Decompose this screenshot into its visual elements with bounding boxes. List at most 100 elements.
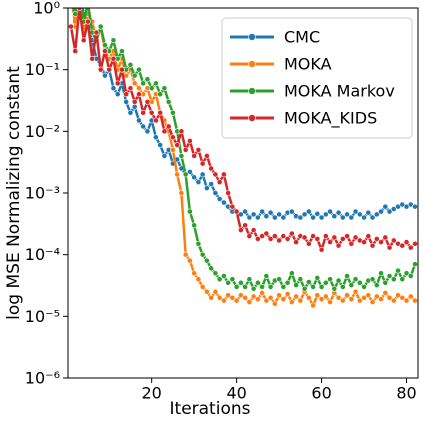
data-point [399, 242, 406, 249]
data-point [131, 103, 138, 110]
data-point [153, 134, 159, 141]
data-point [237, 292, 244, 299]
plot-area [68, 1, 418, 309]
data-point [314, 292, 321, 299]
data-point [335, 294, 342, 301]
data-point [246, 214, 253, 221]
y-tick-label: 10⁻⁵ [25, 307, 60, 326]
data-point [254, 279, 261, 286]
data-point [284, 279, 291, 286]
data-point [318, 284, 325, 290]
data-point [216, 294, 223, 301]
data-point [203, 152, 210, 159]
data-point [352, 208, 359, 215]
data-point [165, 99, 172, 105]
data-point [161, 85, 168, 92]
data-point [225, 292, 232, 299]
y-tick-label: 10⁻⁴ [25, 245, 60, 264]
x-tick-label: 60 [311, 384, 331, 403]
data-point [208, 181, 215, 187]
data-point [220, 273, 227, 279]
data-point [361, 214, 367, 221]
data-point [187, 208, 193, 215]
data-point [140, 109, 147, 116]
data-point [85, 1, 90, 6]
data-point [246, 233, 253, 240]
data-point [140, 80, 147, 87]
data-point [182, 171, 189, 178]
y-tick-label: 10⁰ [33, 0, 60, 18]
data-point [390, 297, 397, 304]
data-point [242, 284, 249, 290]
data-point [233, 297, 240, 304]
data-point [305, 294, 312, 301]
data-point [136, 117, 142, 124]
data-point [131, 99, 138, 105]
data-point [191, 222, 198, 229]
data-point [322, 293, 329, 300]
y-tick-label: 10⁻² [25, 122, 60, 141]
data-point [246, 276, 253, 283]
data-point [339, 236, 346, 242]
data-point [327, 208, 333, 215]
data-point [310, 214, 316, 221]
legend-marker [248, 33, 256, 41]
data-point [259, 233, 266, 240]
data-point [361, 239, 367, 245]
data-point [144, 99, 151, 105]
data-point [170, 146, 176, 153]
data-point [203, 257, 210, 264]
data-point [157, 109, 164, 116]
data-point [250, 285, 257, 292]
data-point [352, 234, 359, 241]
data-point [246, 299, 253, 306]
data-point [369, 214, 376, 221]
data-point [297, 276, 304, 283]
data-point [339, 297, 346, 304]
data-point [280, 233, 287, 240]
data-point [403, 270, 410, 277]
data-point [267, 236, 274, 242]
data-point [97, 66, 104, 73]
data-point [280, 284, 287, 290]
data-point [403, 239, 410, 245]
data-point [161, 128, 168, 135]
data-point [352, 276, 359, 283]
data-point [331, 213, 338, 220]
data-point [182, 146, 189, 153]
data-point [212, 270, 219, 277]
data-point [127, 61, 134, 68]
data-point [237, 227, 244, 234]
data-point [276, 237, 283, 244]
data-point [242, 208, 249, 215]
data-point [327, 276, 333, 283]
data-point [195, 240, 202, 247]
data-point [263, 230, 270, 237]
legend-marker [248, 87, 256, 95]
data-point [148, 109, 155, 116]
data-point [233, 208, 240, 215]
data-point [276, 211, 283, 218]
legend-marker [248, 114, 256, 122]
data-point [365, 292, 372, 299]
data-point [267, 209, 274, 216]
data-point [144, 128, 151, 135]
data-point [220, 297, 227, 304]
data-point [191, 270, 198, 277]
data-point [263, 273, 270, 279]
legend-label: MOKA Markov [284, 82, 395, 101]
data-point [102, 72, 108, 79]
data-point [280, 214, 287, 221]
data-point [412, 240, 418, 247]
legend-label: MOKA [284, 55, 332, 74]
data-point [310, 302, 316, 309]
data-point [331, 285, 338, 292]
data-point [288, 270, 295, 277]
data-point [110, 37, 117, 44]
data-point [131, 72, 138, 79]
data-point [399, 294, 406, 301]
data-point [339, 214, 346, 221]
data-point [403, 297, 410, 304]
data-point [356, 297, 363, 304]
data-point [301, 211, 308, 218]
